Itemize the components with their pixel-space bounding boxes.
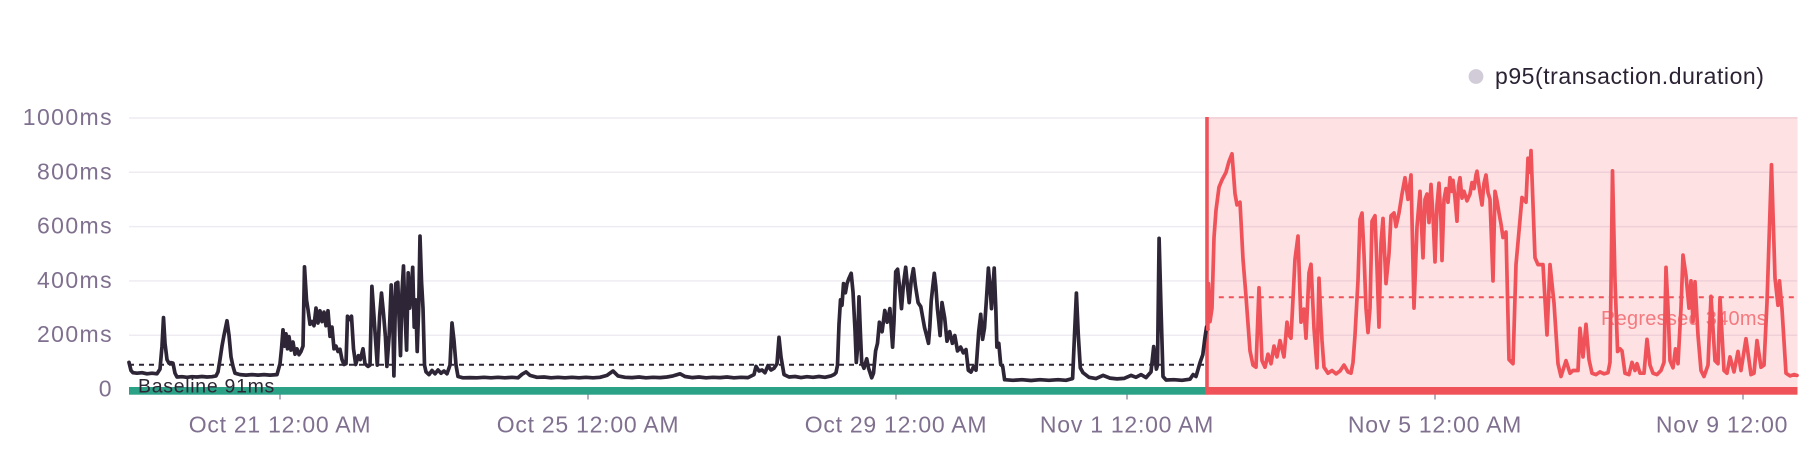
svg-text:Oct 25 12:00 AM: Oct 25 12:00 AM: [497, 412, 680, 438]
svg-text:Oct 21 12:00 AM: Oct 21 12:00 AM: [189, 412, 372, 438]
svg-text:Nov 9 12:00 AM: Nov 9 12:00 AM: [1656, 412, 1810, 438]
svg-text:Baseline 91ms: Baseline 91ms: [138, 376, 275, 398]
svg-text:Regressed 340ms: Regressed 340ms: [1601, 308, 1767, 330]
svg-text:1000ms: 1000ms: [23, 104, 113, 130]
svg-text:800ms: 800ms: [37, 158, 113, 184]
svg-text:400ms: 400ms: [37, 267, 113, 293]
svg-text:Oct 29 12:00 AM: Oct 29 12:00 AM: [805, 412, 988, 438]
svg-text:600ms: 600ms: [37, 213, 113, 239]
svg-text:p95(transaction.duration): p95(transaction.duration): [1495, 63, 1764, 89]
svg-text:Nov 5 12:00 AM: Nov 5 12:00 AM: [1348, 412, 1522, 438]
svg-text:Nov 1 12:00 AM: Nov 1 12:00 AM: [1040, 412, 1214, 438]
svg-text:0: 0: [99, 376, 113, 402]
svg-text:200ms: 200ms: [37, 321, 113, 347]
